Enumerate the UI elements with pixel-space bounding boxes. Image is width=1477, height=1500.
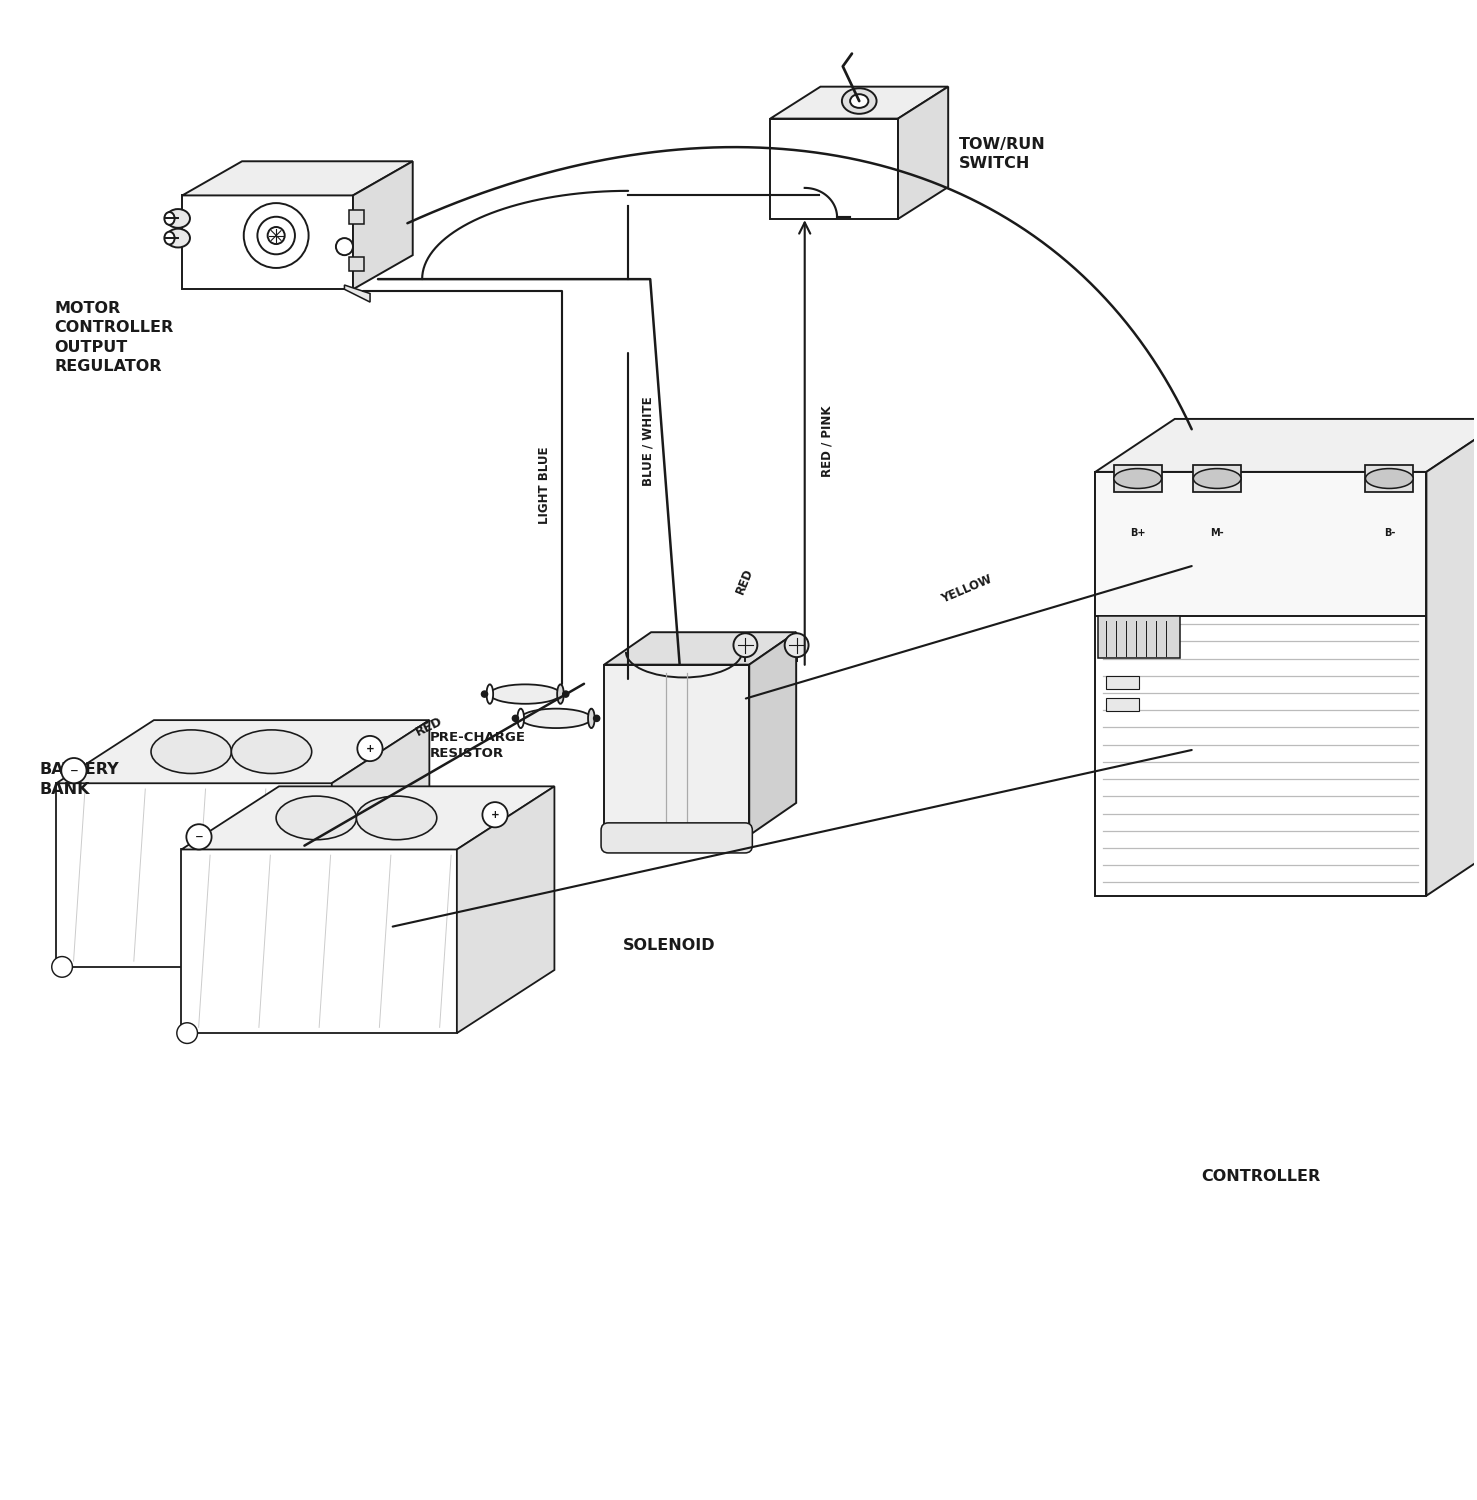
Text: BLUE / WHITE: BLUE / WHITE bbox=[641, 396, 654, 486]
Text: CONTROLLER: CONTROLLER bbox=[1201, 1170, 1320, 1185]
Ellipse shape bbox=[588, 708, 595, 728]
Circle shape bbox=[784, 633, 808, 657]
Polygon shape bbox=[898, 87, 948, 219]
Bar bbox=[1365, 465, 1413, 492]
Circle shape bbox=[357, 736, 383, 760]
Text: +: + bbox=[366, 744, 374, 753]
Ellipse shape bbox=[851, 94, 868, 108]
Text: YELLOW: YELLOW bbox=[939, 573, 994, 606]
Text: BATTERY
BANK: BATTERY BANK bbox=[40, 762, 120, 796]
Text: M-: M- bbox=[1210, 528, 1224, 538]
Polygon shape bbox=[182, 162, 412, 195]
Circle shape bbox=[267, 226, 285, 244]
Ellipse shape bbox=[276, 796, 356, 840]
Polygon shape bbox=[332, 720, 430, 968]
Polygon shape bbox=[604, 664, 749, 836]
Ellipse shape bbox=[164, 231, 174, 244]
Text: B+: B+ bbox=[1130, 528, 1146, 538]
Polygon shape bbox=[353, 162, 412, 290]
Ellipse shape bbox=[486, 684, 493, 703]
Bar bbox=[349, 210, 363, 224]
Circle shape bbox=[186, 824, 211, 849]
Polygon shape bbox=[456, 786, 554, 1034]
Bar bbox=[1193, 465, 1241, 492]
Ellipse shape bbox=[164, 211, 174, 225]
Polygon shape bbox=[771, 87, 948, 118]
Circle shape bbox=[513, 716, 518, 722]
Text: SOLENOID: SOLENOID bbox=[623, 939, 716, 954]
Circle shape bbox=[177, 1023, 198, 1044]
Ellipse shape bbox=[165, 228, 191, 248]
Ellipse shape bbox=[557, 684, 564, 703]
Polygon shape bbox=[1096, 472, 1427, 896]
Text: PRE-CHARGE
RESISTOR: PRE-CHARGE RESISTOR bbox=[430, 730, 526, 760]
Text: LIGHT BLUE: LIGHT BLUE bbox=[538, 447, 551, 524]
Polygon shape bbox=[182, 849, 456, 1034]
Ellipse shape bbox=[842, 88, 876, 114]
Ellipse shape bbox=[356, 796, 437, 840]
Polygon shape bbox=[56, 783, 332, 968]
FancyBboxPatch shape bbox=[601, 824, 752, 854]
Ellipse shape bbox=[1365, 468, 1413, 489]
Text: B-: B- bbox=[1384, 528, 1394, 538]
Circle shape bbox=[563, 692, 569, 698]
Circle shape bbox=[594, 716, 600, 722]
Circle shape bbox=[734, 633, 758, 657]
Ellipse shape bbox=[490, 684, 560, 703]
Text: −: − bbox=[195, 833, 204, 842]
Bar bbox=[1114, 465, 1161, 492]
Circle shape bbox=[335, 238, 353, 255]
Bar bbox=[1106, 675, 1139, 688]
Circle shape bbox=[257, 216, 295, 255]
Polygon shape bbox=[749, 632, 796, 836]
Ellipse shape bbox=[517, 708, 524, 728]
Polygon shape bbox=[604, 632, 796, 664]
Circle shape bbox=[52, 957, 72, 976]
Polygon shape bbox=[771, 118, 898, 219]
Ellipse shape bbox=[165, 209, 191, 228]
Text: +: + bbox=[490, 810, 499, 820]
Polygon shape bbox=[1096, 419, 1477, 472]
Circle shape bbox=[482, 692, 487, 698]
Ellipse shape bbox=[521, 708, 591, 728]
Text: RED: RED bbox=[414, 714, 445, 738]
Circle shape bbox=[483, 802, 508, 828]
Ellipse shape bbox=[151, 730, 232, 774]
Ellipse shape bbox=[232, 730, 312, 774]
Polygon shape bbox=[182, 195, 353, 290]
Circle shape bbox=[61, 758, 87, 783]
Text: MOTOR
CONTROLLER
OUTPUT
REGULATOR: MOTOR CONTROLLER OUTPUT REGULATOR bbox=[55, 302, 173, 374]
Bar bbox=[1096, 472, 1427, 616]
Text: TOW/RUN
SWITCH: TOW/RUN SWITCH bbox=[959, 136, 1046, 171]
Polygon shape bbox=[1427, 419, 1477, 896]
Ellipse shape bbox=[1193, 468, 1241, 489]
Bar bbox=[1106, 698, 1139, 711]
Polygon shape bbox=[344, 285, 371, 302]
Bar bbox=[1097, 616, 1180, 658]
Circle shape bbox=[244, 202, 309, 268]
Text: RED / PINK: RED / PINK bbox=[821, 405, 835, 477]
Text: RED: RED bbox=[734, 566, 756, 596]
Bar bbox=[349, 256, 363, 270]
Text: −: − bbox=[69, 765, 78, 776]
Polygon shape bbox=[182, 786, 554, 849]
Ellipse shape bbox=[1114, 468, 1161, 489]
Polygon shape bbox=[56, 720, 430, 783]
